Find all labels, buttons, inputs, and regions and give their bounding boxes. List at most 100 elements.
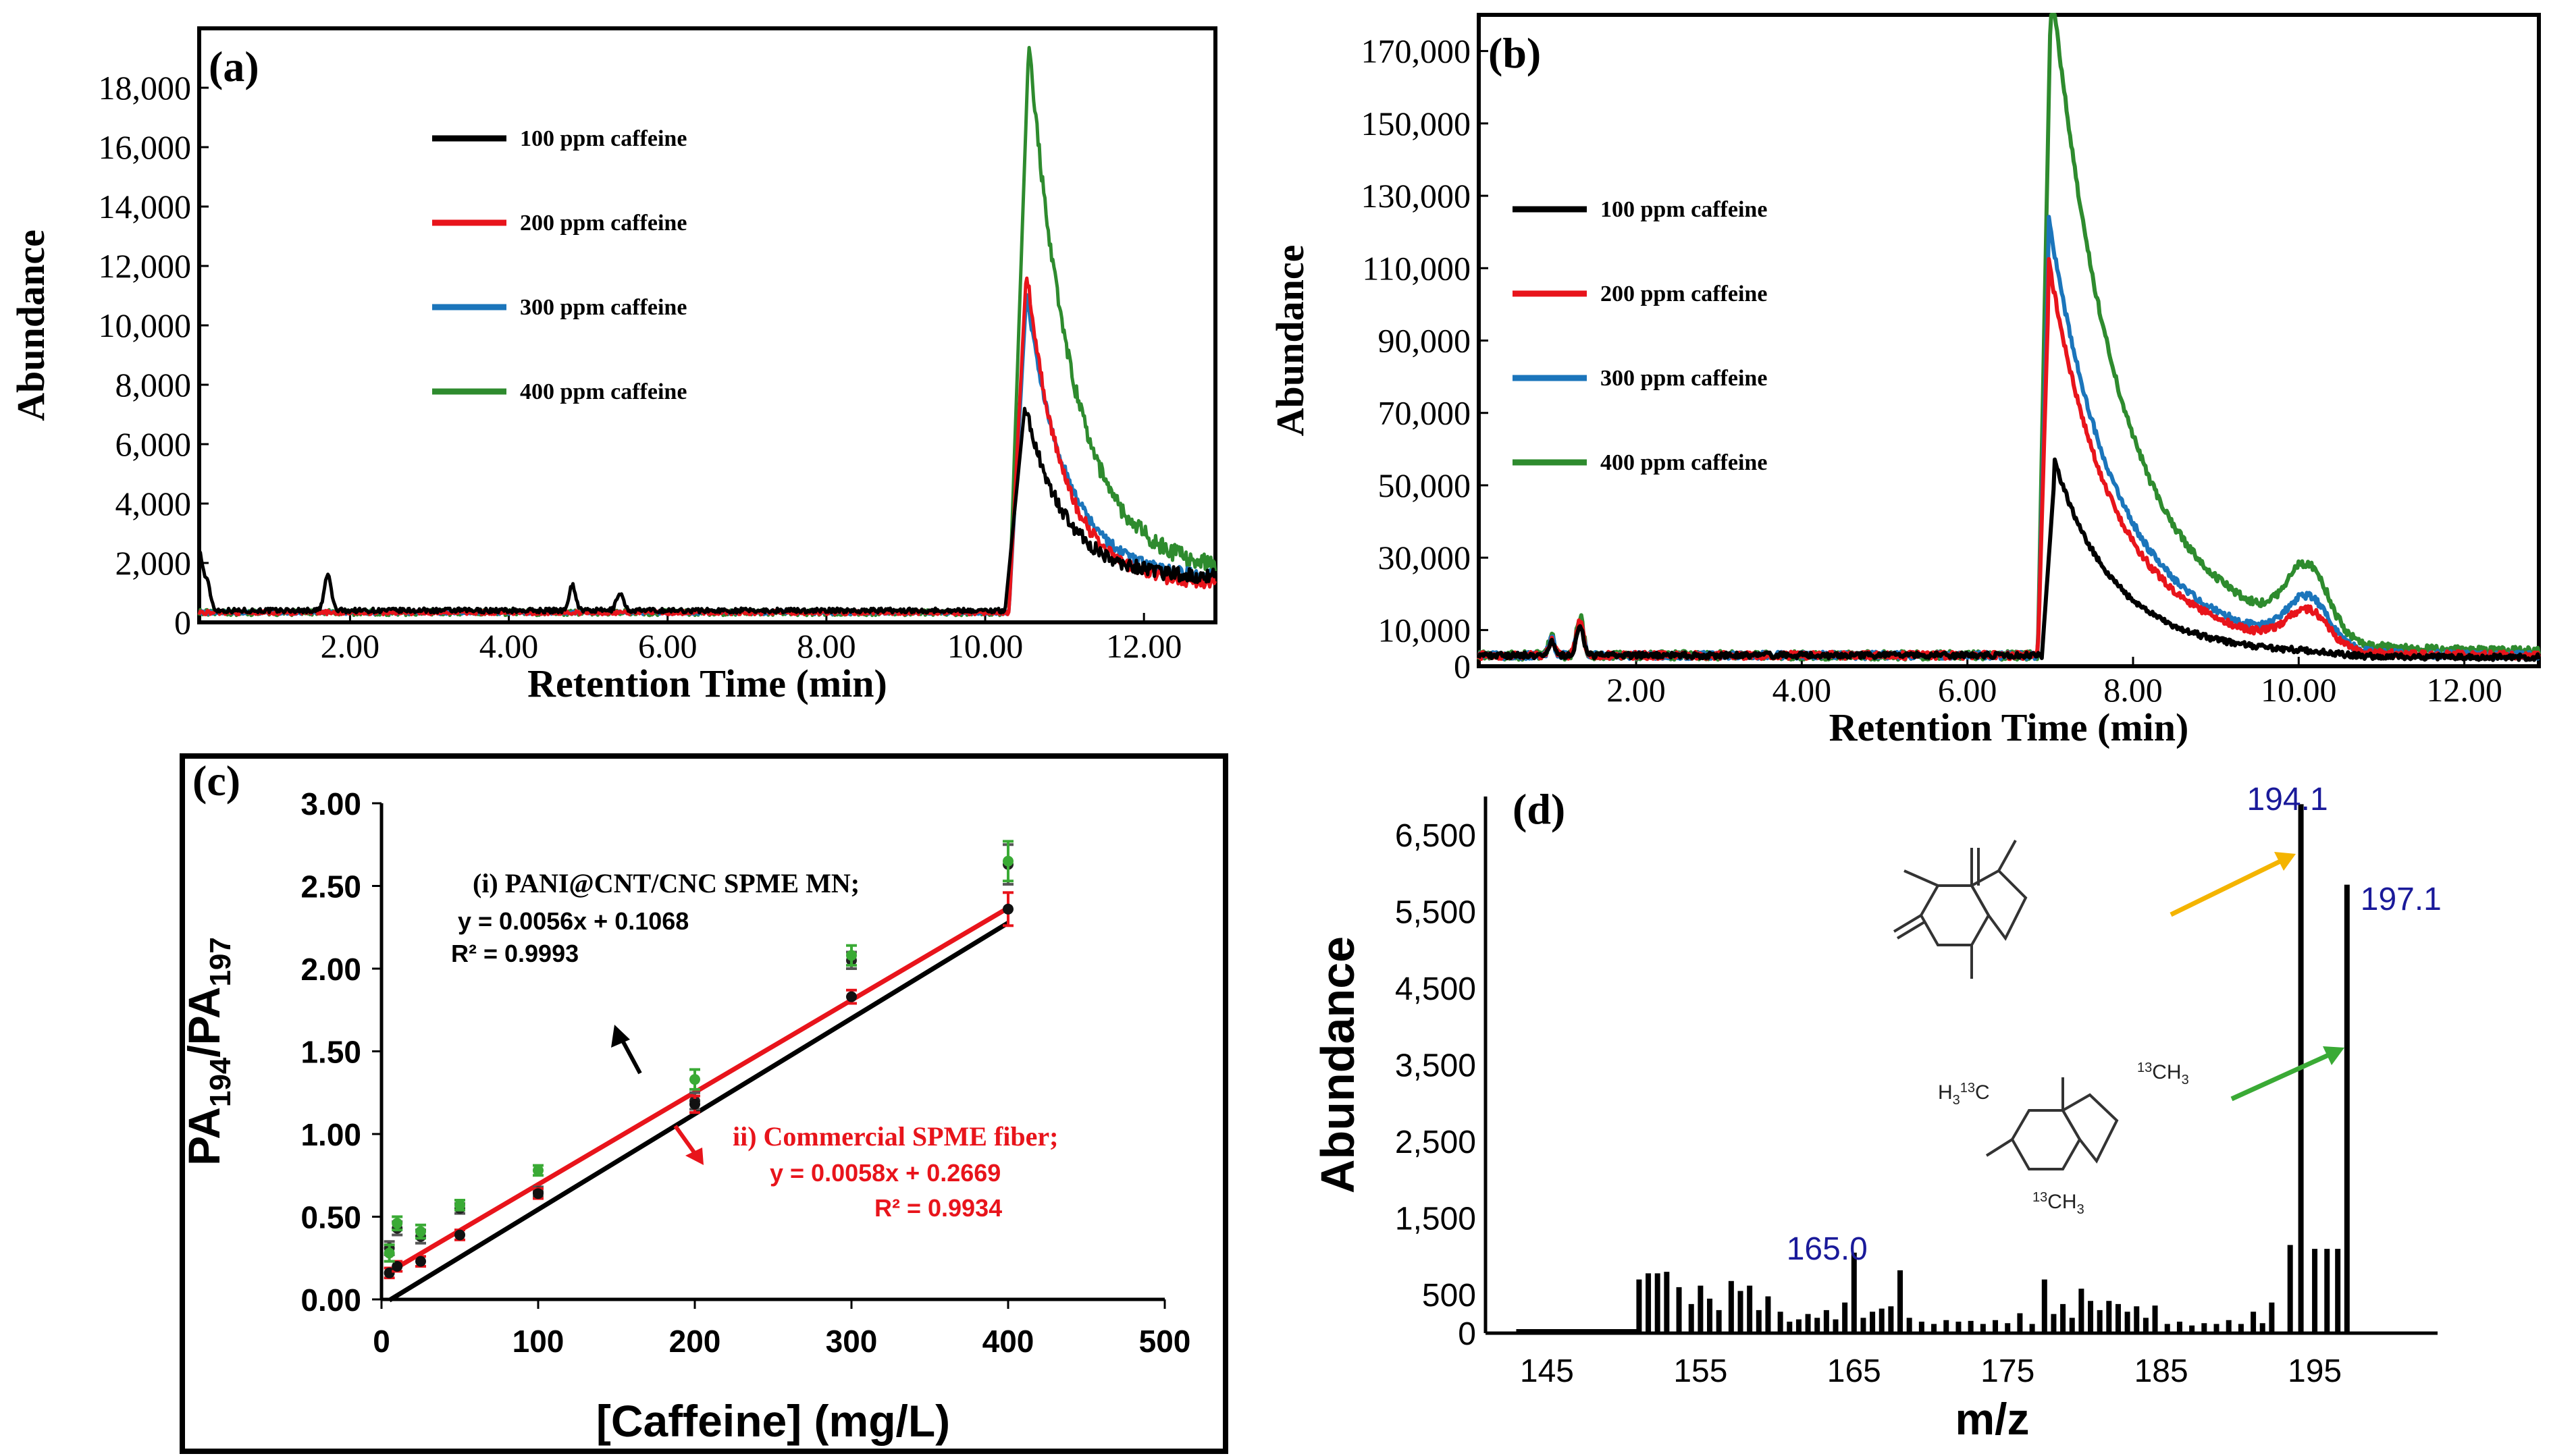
data-point (846, 950, 857, 961)
y-tick-label: 110,000 (1362, 249, 1471, 287)
x-axis-title: Retention Time (min) (527, 662, 887, 705)
y-tick-label: 1.00 (300, 1117, 361, 1152)
y-tick-label: 5,500 (1395, 894, 1476, 930)
labelled-carbonyl-bond-2 (1985, 1138, 2014, 1157)
x-axis-title: [Caffeine] (mg/L) (596, 1396, 950, 1446)
y-tick-label: 10,000 (1378, 611, 1471, 649)
x-tick-label: 0 (373, 1324, 390, 1359)
x-tick-label: 12.00 (1106, 627, 1182, 665)
y-axis-title: PA194/PA197 (179, 937, 237, 1166)
labelled-molecule-text: H313C 13CH3 13CH3 (1938, 1060, 2189, 1217)
data-point (689, 1074, 700, 1085)
peak-label-197: 197.1 (2361, 882, 2442, 917)
data-point (454, 1229, 465, 1241)
legend-label: 200 ppm caffeine (520, 211, 687, 236)
carbonyl-bond-2 (1893, 914, 1922, 933)
y-tick-label: 14,000 (99, 188, 192, 225)
legend-label: 300 ppm caffeine (520, 295, 687, 320)
legend-label: 300 ppm caffeine (1600, 366, 1767, 391)
y-tick-label: 2.00 (300, 952, 361, 987)
y-tick-label: 3.00 (300, 786, 361, 821)
y-axis-title: Abundance (1311, 936, 1364, 1193)
series-2-r2: R² = 0.9934 (874, 1194, 1002, 1222)
y-tick-label: 12,000 (99, 247, 192, 285)
x-tick-label: 10.00 (947, 627, 1024, 665)
panel-frame (180, 753, 1228, 1454)
x-axis-title: Retention Time (min) (1829, 705, 2189, 749)
arrow-to-194 (2170, 856, 2287, 917)
y-axis-title: Abundance (1268, 245, 1312, 437)
series-2-equation: y = 0.0058x + 0.2669 (770, 1159, 1001, 1187)
panel-a: 0 2,000 4,000 6,000 8,000 10,000 12,000 14,000 1… (9, 26, 1217, 705)
y-tick-label: 0.50 (300, 1200, 361, 1235)
panel-b: 010,000 30,000 50,000 70,000 90,000 110,000 13… (1268, 13, 2541, 749)
x-tick-label: 8.00 (2103, 671, 2163, 709)
legend-label: 100 ppm caffeine (1600, 197, 1767, 222)
imidazole-ring (1970, 869, 2028, 941)
data-point (533, 1164, 544, 1176)
y-tick-label: 130,000 (1361, 177, 1471, 215)
y-tick-label: 0 (1458, 1316, 1476, 1352)
x-tick-label: 185 (2134, 1353, 2188, 1389)
x-axis-title: m/z (1955, 1394, 2029, 1444)
x-tick-label: 155 (1673, 1353, 1727, 1389)
series-line (1477, 457, 2541, 662)
y-tick-label: 170,000 (1361, 32, 1471, 70)
data-point (384, 1247, 395, 1259)
x-tick-label: 145 (1520, 1353, 1574, 1389)
y-tick-label: 18,000 (99, 69, 192, 107)
arrow-head-series-2 (685, 1148, 704, 1165)
x-tick-label: 12.00 (2426, 671, 2502, 709)
y-tick-label: 150,000 (1361, 105, 1471, 142)
carbonyl-bond-2-double (1896, 921, 1926, 940)
y-tick-label: 0 (174, 603, 191, 641)
x-tick-label: 400 (982, 1324, 1034, 1359)
arrow-head-197 (2323, 1046, 2344, 1065)
data-point (689, 1098, 700, 1110)
peak-label-194: 194.1 (2247, 782, 2328, 817)
arrow-series-1 (619, 1037, 642, 1075)
y-tick-label: 2.50 (300, 869, 361, 905)
panel-label: (a) (209, 43, 259, 90)
x-tick-label: 195 (2288, 1353, 2342, 1389)
panel-c: 0.00 0.50 1.00 1.50 2.00 2.50 3.00 0 100 200 300 40… (179, 753, 1228, 1454)
legend-label: 100 ppm caffeine (520, 126, 687, 151)
legend-label: 400 ppm caffeine (1600, 450, 1767, 475)
n-methyl-bond-1 (1903, 869, 1939, 887)
panel-label: (d) (1513, 785, 1565, 833)
x-tick-label: 10.00 (2261, 671, 2337, 709)
labelled-imidazole-ring (2061, 1093, 2119, 1164)
series-2-label: ii) Commercial SPME fiber; (733, 1121, 1058, 1152)
panel-label: (b) (1488, 29, 1541, 77)
arrow-head-194 (2274, 852, 2296, 871)
x-tick-label: 2.00 (1606, 671, 1666, 709)
methyl-label-left: H313C (1938, 1081, 1990, 1108)
y-tick-label: 1,500 (1395, 1202, 1476, 1237)
y-tick-label: 500 (1422, 1278, 1476, 1314)
x-tick-label: 6.00 (638, 627, 698, 665)
peak-label-165: 165.0 (1787, 1231, 1868, 1267)
data-point (846, 991, 857, 1002)
y-tick-label: 90,000 (1378, 322, 1471, 360)
y-axis-title-sub-194: 194 (204, 1057, 237, 1107)
x-tick-label: 165 (1827, 1353, 1881, 1389)
legend-label: 400 ppm caffeine (520, 379, 687, 404)
x-tick-label: 200 (669, 1324, 721, 1359)
y-tick-label: 4,000 (115, 485, 192, 522)
n-methyl-bond-7 (1997, 840, 2017, 871)
arrow-series-2 (673, 1125, 698, 1156)
x-tick-label: 4.00 (1772, 671, 1832, 709)
y-tick-label: 50,000 (1378, 466, 1471, 504)
x-tick-label: 300 (826, 1324, 878, 1359)
data-point (1003, 855, 1014, 867)
y-axis-title-slash: /PA (179, 987, 229, 1058)
arrow-to-197 (2230, 1050, 2334, 1102)
y-tick-label: 6,500 (1395, 818, 1476, 854)
x-tick-label: 100 (513, 1324, 564, 1359)
y-tick-label: 30,000 (1378, 539, 1471, 576)
y-tick-label: 1.50 (300, 1035, 361, 1070)
series-1-equation: y = 0.0056x + 0.1068 (458, 907, 689, 935)
methyl-label-bottom: 13CH3 (2032, 1190, 2084, 1217)
series-1-r2: R² = 0.9993 (451, 940, 579, 967)
